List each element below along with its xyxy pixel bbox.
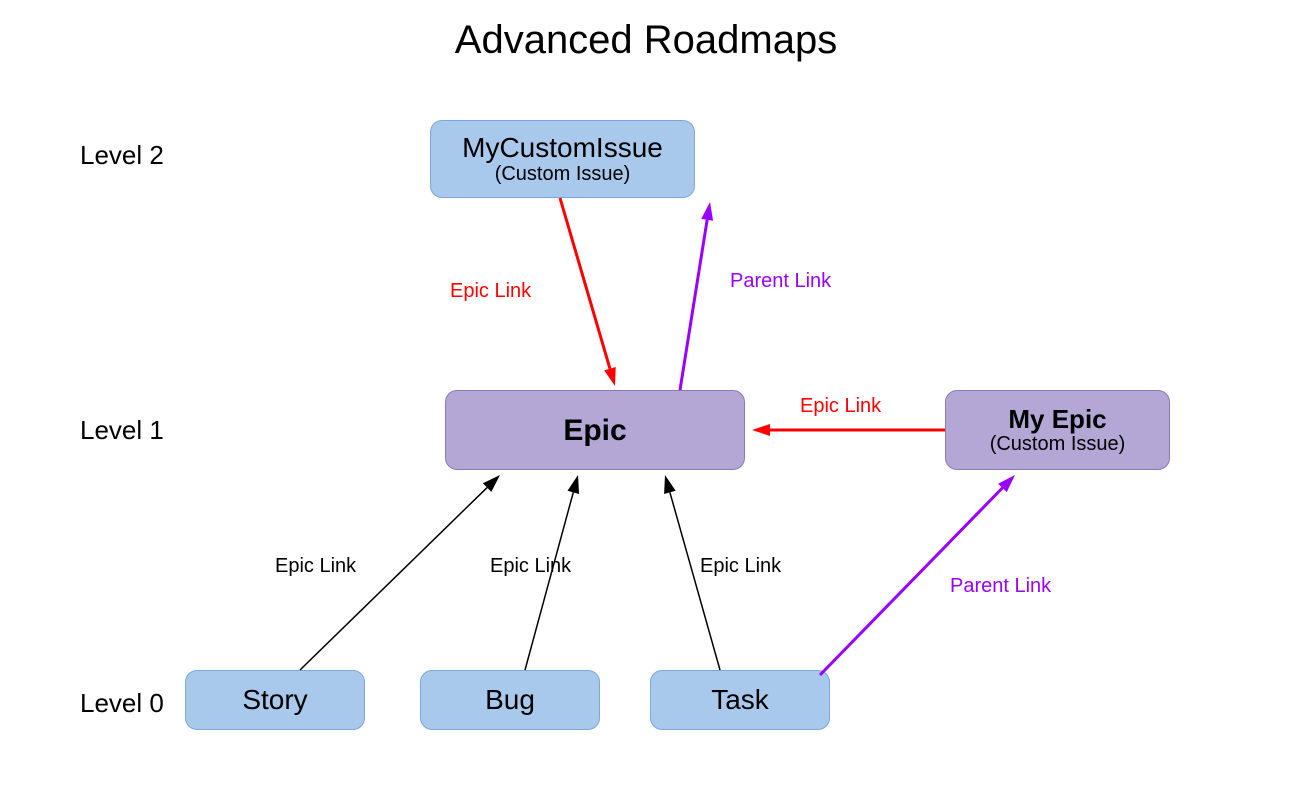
edge-arrowhead bbox=[701, 202, 713, 221]
node-myepic-sublabel: (Custom Issue) bbox=[990, 433, 1126, 455]
edge-line bbox=[300, 488, 487, 670]
edge-line bbox=[560, 198, 610, 369]
edge-label-custom-to-epic: Epic Link bbox=[450, 280, 531, 303]
edge-arrowhead bbox=[567, 475, 579, 494]
node-myepic-label: My Epic bbox=[1008, 405, 1106, 434]
edge-arrowhead bbox=[998, 475, 1015, 492]
edge-label-story-to-epic: Epic Link bbox=[275, 555, 356, 578]
node-story: Story bbox=[185, 670, 365, 730]
node-bug: Bug bbox=[420, 670, 600, 730]
level-2-label: Level 2 bbox=[80, 140, 164, 171]
page-title: Advanced Roadmaps bbox=[0, 18, 1292, 63]
edge-label-bug-to-epic: Epic Link bbox=[490, 555, 571, 578]
level-0-label: Level 0 bbox=[80, 688, 164, 719]
level-1-label: Level 1 bbox=[80, 415, 164, 446]
edge-label-epic-to-custom: Parent Link bbox=[730, 270, 831, 293]
node-task: Task bbox=[650, 670, 830, 730]
node-mycustomissue-sublabel: (Custom Issue) bbox=[495, 163, 631, 185]
edge-arrowhead bbox=[752, 424, 770, 436]
edge-arrowhead bbox=[604, 367, 616, 386]
node-story-label: Story bbox=[242, 685, 307, 716]
node-mycustomissue-label: MyCustomIssue bbox=[462, 133, 663, 164]
edge-line bbox=[525, 492, 573, 670]
node-task-label: Task bbox=[711, 685, 769, 716]
edge-label-task-to-epic: Epic Link bbox=[700, 555, 781, 578]
node-epic-label: Epic bbox=[563, 414, 626, 447]
edge-label-myepic-to-epic: Epic Link bbox=[800, 395, 881, 418]
node-bug-label: Bug bbox=[485, 685, 535, 716]
edge-label-task-to-myepic: Parent Link bbox=[950, 575, 1051, 598]
node-mycustomissue: MyCustomIssue (Custom Issue) bbox=[430, 120, 695, 198]
node-epic: Epic bbox=[445, 390, 745, 470]
edge-line bbox=[670, 492, 720, 670]
edge-line bbox=[680, 220, 707, 390]
node-myepic: My Epic (Custom Issue) bbox=[945, 390, 1170, 470]
edge-arrowhead bbox=[664, 475, 676, 494]
edge-arrowhead bbox=[483, 475, 500, 492]
diagram-stage: Advanced Roadmaps Level 2 Level 1 Level … bbox=[0, 0, 1292, 792]
